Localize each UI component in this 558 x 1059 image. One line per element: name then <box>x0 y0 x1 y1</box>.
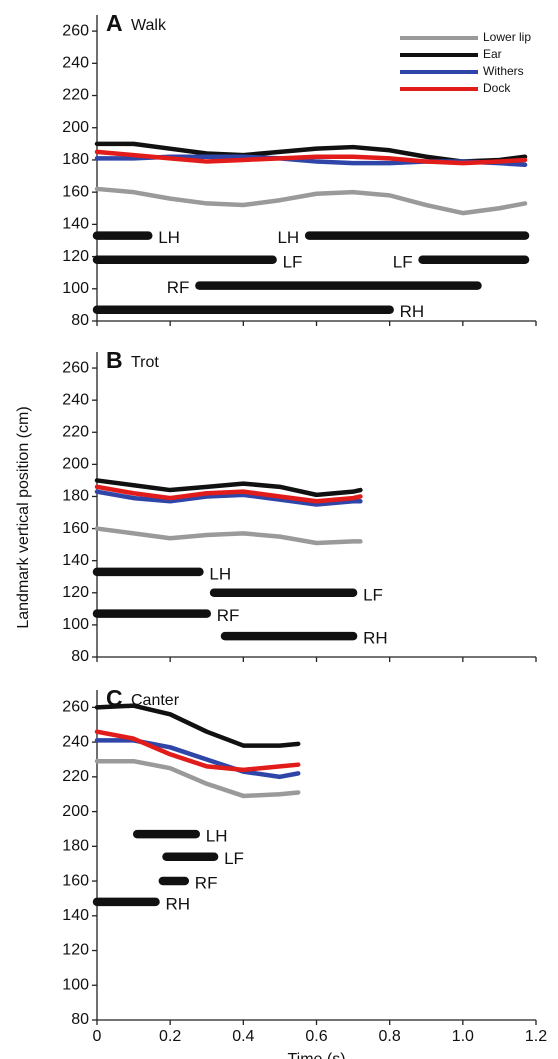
y-tick-label: 200 <box>62 456 89 473</box>
stance-label: LH <box>277 228 299 247</box>
x-tick-label: 0 <box>93 1028 102 1045</box>
data-line <box>94 478 363 498</box>
stance-label: LF <box>283 252 303 271</box>
panel-letter: A <box>106 10 123 36</box>
stance-label: RH <box>166 894 191 913</box>
y-tick-label: 80 <box>71 648 89 665</box>
x-tick-label: 0.4 <box>232 1028 254 1045</box>
y-tick-label: 100 <box>62 616 89 633</box>
y-tick-label: 180 <box>62 838 89 855</box>
y-tick-label: 220 <box>62 87 89 104</box>
y-tick-label: 240 <box>62 391 89 408</box>
y-tick-label: 80 <box>71 312 89 329</box>
data-line <box>94 484 363 504</box>
panel-title: Canter <box>131 692 180 709</box>
y-tick-label: 120 <box>62 942 89 959</box>
y-tick-label: 140 <box>62 907 89 924</box>
y-tick-label: 160 <box>62 872 89 889</box>
y-tick-label: 120 <box>62 248 89 265</box>
x-tick-label: 0.8 <box>379 1028 401 1045</box>
y-tick-label: 260 <box>62 22 89 39</box>
y-tick-label: 200 <box>62 803 89 820</box>
x-tick-label: 0.6 <box>305 1028 327 1045</box>
legend-label: Dock <box>483 81 511 95</box>
y-tick-label: 240 <box>62 55 89 72</box>
y-tick-label: 160 <box>62 183 89 200</box>
y-tick-label: 100 <box>62 976 89 993</box>
y-tick-label: 140 <box>62 552 89 569</box>
stance-label: LF <box>224 849 244 868</box>
data-line <box>94 186 528 216</box>
data-line <box>94 703 301 748</box>
legend-label: Lower lip <box>483 30 531 44</box>
x-tick-label: 1.2 <box>525 1028 547 1045</box>
panel-title: Trot <box>131 354 159 371</box>
y-tick-label: 260 <box>62 359 89 376</box>
data-line <box>94 489 363 507</box>
y-tick-label: 200 <box>62 119 89 136</box>
y-tick-label: 100 <box>62 280 89 297</box>
data-line <box>94 758 301 799</box>
y-tick-label: 140 <box>62 216 89 233</box>
stance-label: LH <box>158 228 180 247</box>
legend-label: Ear <box>483 47 502 61</box>
stance-label: LH <box>209 564 231 583</box>
data-line <box>94 729 301 773</box>
stance-label: RF <box>167 278 190 297</box>
y-tick-label: 220 <box>62 423 89 440</box>
x-tick-label: 0.2 <box>159 1028 181 1045</box>
x-tick-label: 1.0 <box>452 1028 474 1045</box>
stance-label: RH <box>363 629 388 648</box>
legend-label: Withers <box>483 64 524 78</box>
stance-label: LH <box>206 827 228 846</box>
panel-letter: B <box>106 347 123 373</box>
y-tick-label: 80 <box>71 1011 89 1028</box>
y-axis-label: Landmark vertical position (cm) <box>15 406 32 628</box>
y-tick-label: 240 <box>62 733 89 750</box>
stance-label: LF <box>363 585 383 604</box>
x-axis-label: Time (s) <box>287 1051 345 1059</box>
y-tick-label: 260 <box>62 699 89 716</box>
stance-label: RH <box>400 302 425 321</box>
stance-label: LF <box>393 252 413 271</box>
stance-label: RF <box>217 606 240 625</box>
data-line <box>94 526 363 546</box>
data-line <box>94 149 528 166</box>
y-tick-label: 180 <box>62 151 89 168</box>
y-tick-label: 120 <box>62 584 89 601</box>
y-tick-label: 160 <box>62 520 89 537</box>
y-tick-label: 180 <box>62 488 89 505</box>
y-tick-label: 220 <box>62 768 89 785</box>
stance-label: RF <box>195 874 218 893</box>
panel-title: Walk <box>131 17 167 34</box>
